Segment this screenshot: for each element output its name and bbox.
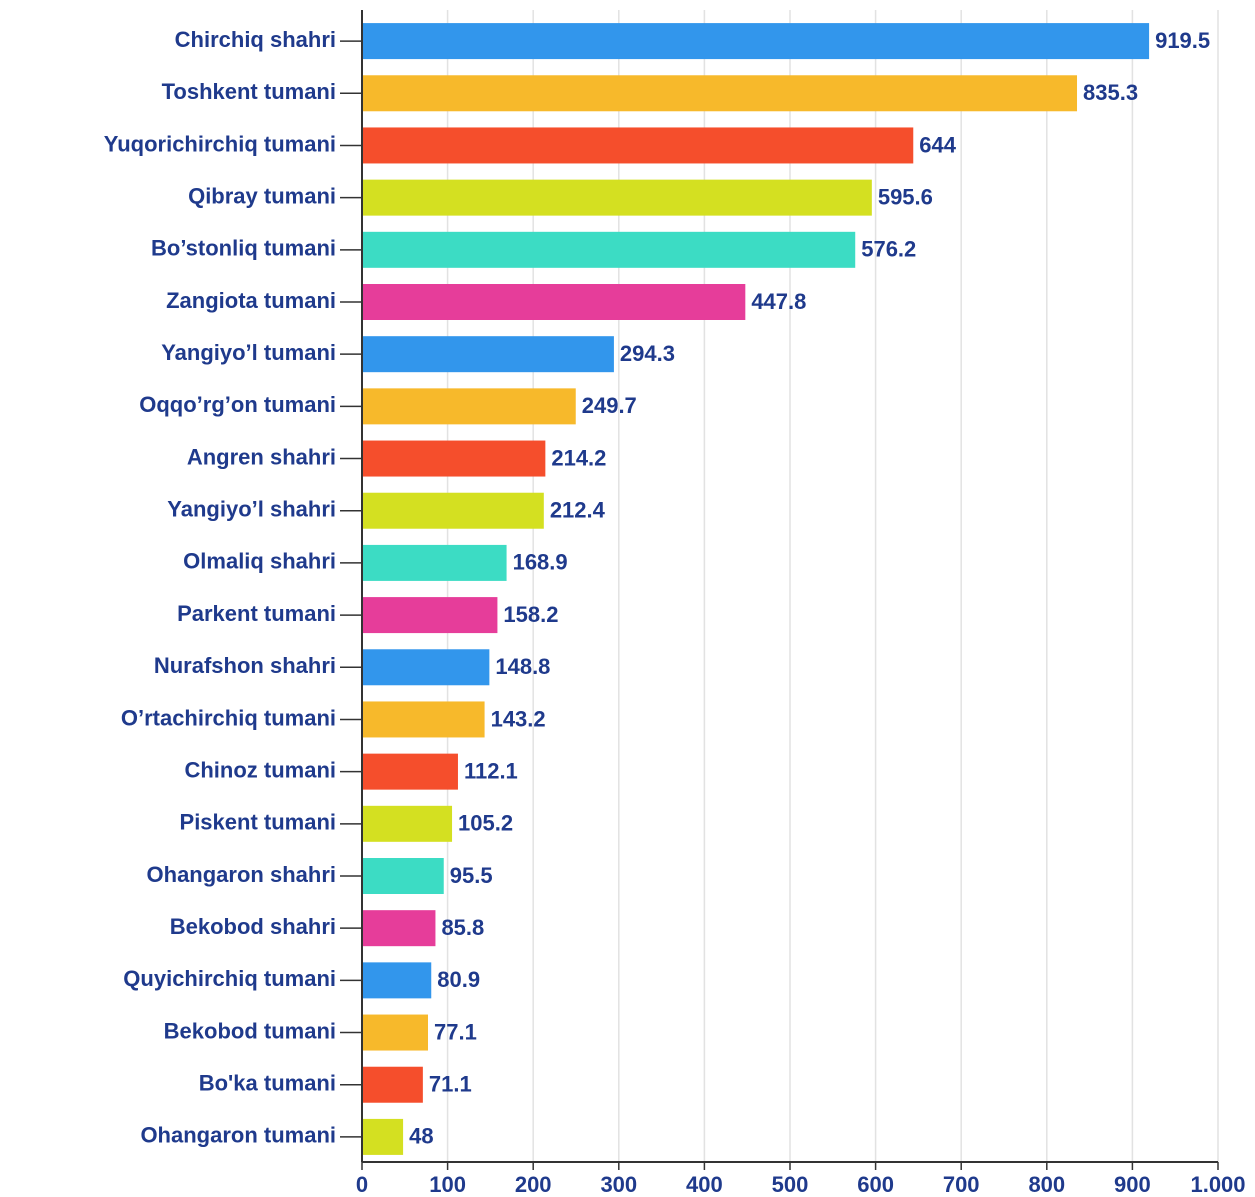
value-label: 919.5 — [1155, 28, 1210, 53]
y-tick-label: Yuqorichirchiq tumani — [104, 131, 336, 156]
bar — [362, 962, 432, 999]
y-tick-label: Ohangaron shahri — [147, 862, 336, 887]
y-tick-label: O’rtachirchiq tumani — [121, 705, 336, 730]
y-tick-label: Chinoz tumani — [184, 757, 336, 782]
bar — [362, 1118, 404, 1155]
bar — [362, 544, 507, 581]
value-label: 143.2 — [491, 706, 546, 731]
y-tick-label: Toshkent tumani — [162, 79, 336, 104]
x-tick-label: 500 — [772, 1172, 809, 1197]
y-tick-label: Parkent tumani — [177, 601, 336, 626]
value-label: 447.8 — [751, 289, 806, 314]
x-tick-label: 900 — [1114, 1172, 1151, 1197]
bar — [362, 231, 856, 268]
y-tick-label: Bekobod shahri — [170, 914, 336, 939]
x-tick-label: 800 — [1028, 1172, 1065, 1197]
x-tick-label: 100 — [429, 1172, 466, 1197]
y-tick-label: Nurafshon shahri — [154, 653, 336, 678]
bar — [362, 910, 436, 947]
value-label: 835.3 — [1083, 80, 1138, 105]
bar — [362, 179, 872, 216]
bar — [362, 597, 498, 634]
bar — [362, 75, 1078, 112]
value-label: 595.6 — [878, 184, 933, 209]
bar — [362, 1014, 428, 1051]
y-tick-label: Quyichirchiq tumani — [123, 966, 336, 991]
y-tick-label: Ohangaron tumani — [140, 1123, 336, 1148]
bar — [362, 440, 546, 477]
y-tick-label: Bo’stonliq tumani — [151, 236, 336, 261]
value-label: 80.9 — [437, 967, 480, 992]
y-tick-label: Zangiota tumani — [166, 288, 336, 313]
x-tick-label: 400 — [686, 1172, 723, 1197]
bar — [362, 701, 485, 738]
value-label: 168.9 — [513, 550, 568, 575]
bar — [362, 23, 1150, 60]
value-label: 214.2 — [551, 445, 606, 470]
x-tick-label: 600 — [857, 1172, 894, 1197]
y-tick-label: Yangiyo’l shahri — [167, 497, 336, 522]
bar — [362, 388, 576, 425]
value-label: 249.7 — [582, 393, 637, 418]
bar — [362, 284, 746, 320]
value-label: 48 — [409, 1124, 433, 1149]
value-label: 71.1 — [429, 1072, 472, 1097]
bar — [362, 858, 444, 894]
value-label: 112.1 — [464, 758, 518, 783]
bar — [362, 492, 544, 529]
y-tick-label: Piskent tumani — [180, 810, 336, 835]
x-tick-label: 300 — [600, 1172, 637, 1197]
y-tick-label: Olmaliq shahri — [183, 549, 336, 574]
value-label: 105.2 — [458, 811, 513, 836]
x-tick-label: 1.000 — [1190, 1172, 1245, 1197]
value-label: 294.3 — [620, 341, 675, 366]
y-tick-label: Angren shahri — [187, 444, 336, 469]
value-label: 77.1 — [434, 1019, 477, 1044]
y-tick-label: Chirchiq shahri — [175, 27, 336, 52]
value-label: 95.5 — [450, 863, 493, 888]
x-tick-label: 0 — [356, 1172, 368, 1197]
value-label: 576.2 — [861, 237, 916, 262]
bar — [362, 649, 490, 686]
bar — [362, 127, 914, 164]
bar — [362, 1066, 423, 1103]
x-tick-label: 700 — [943, 1172, 980, 1197]
value-label: 644 — [919, 132, 956, 157]
bar — [362, 805, 453, 842]
value-label: 148.8 — [495, 654, 550, 679]
y-tick-label: Bekobod tumani — [164, 1018, 336, 1043]
x-tick-label: 200 — [515, 1172, 552, 1197]
bar — [362, 753, 458, 790]
value-label: 212.4 — [550, 498, 606, 523]
value-label: 158.2 — [503, 602, 558, 627]
value-label: 85.8 — [441, 915, 484, 940]
bar — [362, 336, 614, 373]
y-tick-label: Qibray tumani — [188, 183, 336, 208]
y-tick-label: Oqqo’rg’on tumani — [139, 392, 336, 417]
y-tick-label: Yangiyo’l tumani — [161, 340, 336, 365]
y-tick-label: Bo'ka tumani — [199, 1071, 336, 1096]
